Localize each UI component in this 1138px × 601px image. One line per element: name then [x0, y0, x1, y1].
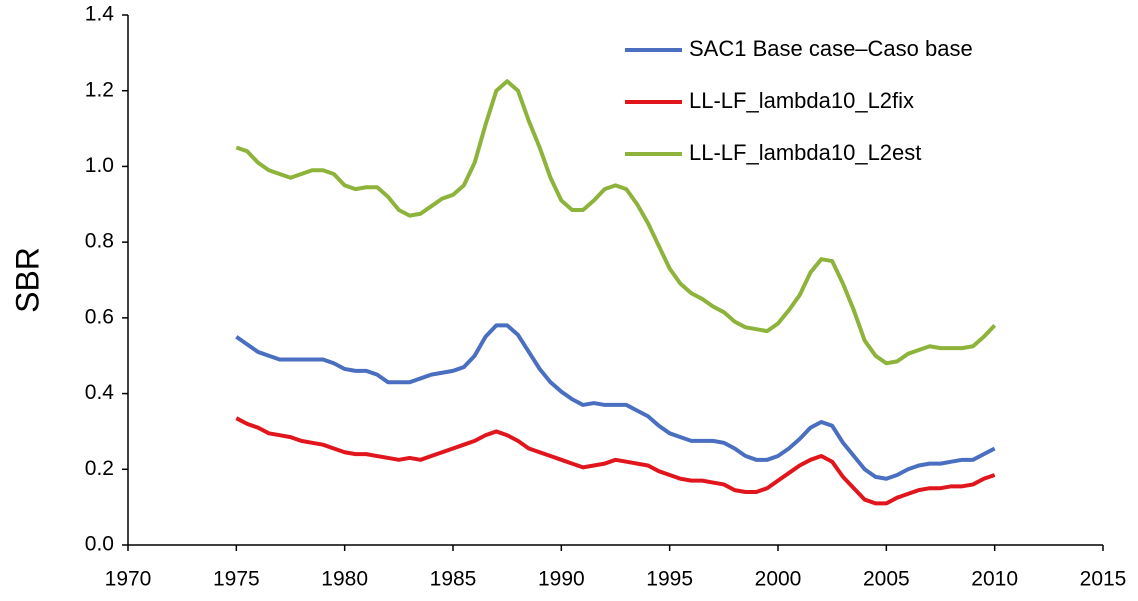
x-tick-label: 1980 [321, 568, 368, 591]
y-tick-label: 1.0 [85, 154, 114, 177]
y-tick-label: 1.2 [85, 78, 114, 101]
legend-label: LL-LF_lambda10_L2est [689, 140, 921, 165]
x-tick-label: 1985 [430, 568, 477, 591]
legend-label: SAC1 Base case–Caso base [689, 36, 973, 61]
y-tick-label: 0.8 [85, 230, 114, 253]
y-tick-label: 0.6 [85, 305, 114, 328]
legend-label: LL-LF_lambda10_L2fix [689, 88, 914, 113]
series-line [235, 79, 997, 366]
y-tick-label: 0.2 [85, 457, 114, 480]
series-line [235, 323, 996, 481]
y-tick-label: 0.0 [85, 533, 114, 556]
x-tick-label: 2010 [971, 568, 1018, 591]
x-tick-label: 1970 [105, 568, 152, 591]
x-tick-label: 2005 [863, 568, 910, 591]
series-line [235, 416, 996, 506]
y-tick-label: 1.4 [85, 3, 115, 26]
x-tick-label: 2015 [1080, 568, 1127, 591]
y-tick-label: 0.4 [85, 381, 115, 404]
x-tick-label: 2000 [755, 568, 802, 591]
x-tick-label: 1990 [538, 568, 585, 591]
x-tick-label: 1975 [213, 568, 260, 591]
y-axis-label: SBR [9, 247, 45, 313]
x-tick-label: 1995 [646, 568, 693, 591]
